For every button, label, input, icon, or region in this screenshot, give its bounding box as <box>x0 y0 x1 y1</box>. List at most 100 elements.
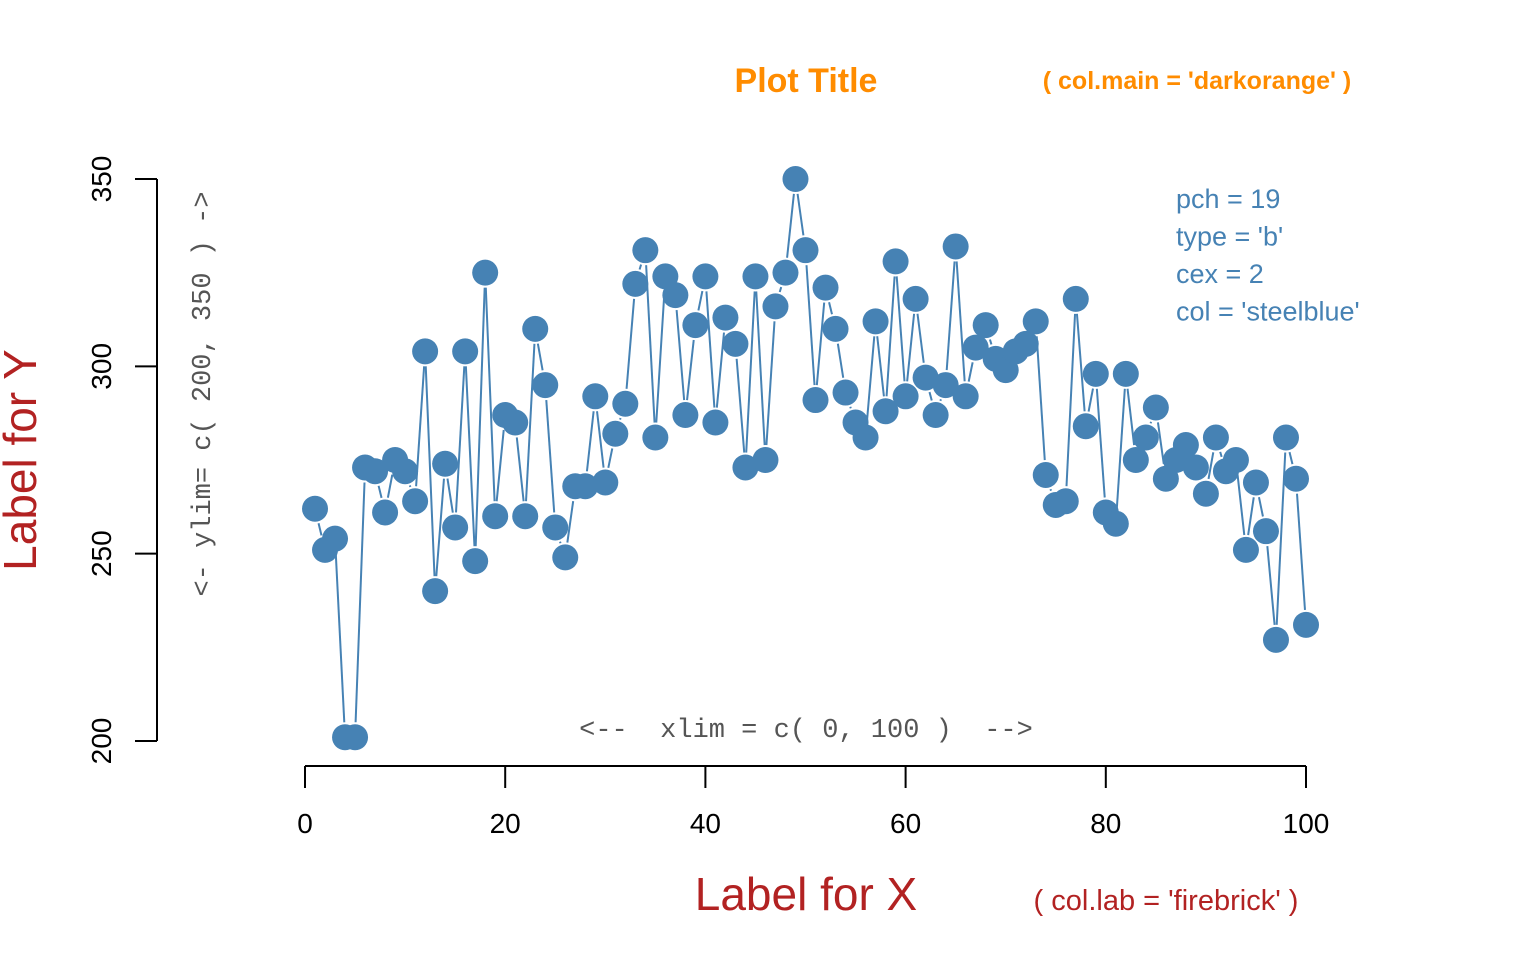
series-segment <box>745 291 756 453</box>
data-point <box>892 383 919 410</box>
series-segment <box>895 276 906 382</box>
series-segment <box>625 298 636 389</box>
series-segment <box>607 448 614 468</box>
series-segment <box>545 399 556 513</box>
data-point <box>852 424 879 451</box>
data-point <box>682 312 709 339</box>
data-point <box>792 237 819 264</box>
data-point <box>1022 308 1049 335</box>
data-point <box>342 724 369 751</box>
settings-legend: pch = 19 type = 'b' cex = 2 col = 'steelblu… <box>1176 184 1360 327</box>
series-segment <box>446 478 454 513</box>
data-point <box>1112 360 1139 387</box>
series-segment <box>386 474 394 498</box>
data-point <box>1052 488 1079 515</box>
series-segment <box>916 313 925 363</box>
series-segment <box>1288 451 1294 465</box>
y-tick-label: 350 <box>86 156 117 203</box>
data-point <box>432 450 459 477</box>
series-segment <box>596 411 605 468</box>
series-segment <box>865 336 876 423</box>
series-segment <box>828 301 833 315</box>
series-segment <box>786 193 795 258</box>
series-segment <box>988 339 993 345</box>
series-segment <box>945 261 956 371</box>
data-point <box>472 259 499 286</box>
data-point <box>932 372 959 399</box>
series-segment <box>1219 451 1223 458</box>
data-point <box>412 338 439 365</box>
data-point <box>592 469 619 496</box>
series-segment <box>735 358 746 453</box>
series-segment <box>1236 474 1246 536</box>
data-point <box>962 334 989 361</box>
data-point <box>512 503 539 530</box>
data-point <box>612 390 639 417</box>
data-point <box>1172 432 1199 459</box>
series-segment <box>464 366 476 547</box>
series-segment <box>484 287 496 502</box>
series-segment <box>928 391 933 401</box>
series-segment <box>796 193 805 236</box>
series-segment <box>317 523 323 536</box>
y-tick-label: 200 <box>86 718 117 765</box>
x-tick-label: 80 <box>1090 808 1121 839</box>
data-point <box>1102 510 1129 537</box>
series-segment <box>1257 496 1264 517</box>
data-point <box>742 263 769 290</box>
data-point <box>442 514 469 541</box>
series-segment <box>334 553 346 723</box>
data-point <box>1182 454 1209 481</box>
data-point <box>902 285 929 312</box>
series-segment <box>765 321 776 446</box>
data-point <box>722 330 749 357</box>
series-segment <box>967 362 974 382</box>
series-segment <box>1049 488 1052 492</box>
series-segment <box>645 265 656 423</box>
y-tick-label: 250 <box>86 530 117 577</box>
series-segment <box>815 302 826 386</box>
data-point <box>802 387 829 414</box>
data-point <box>752 447 779 473</box>
series-segment <box>1156 422 1165 465</box>
data-point <box>672 402 699 429</box>
data-point <box>1082 360 1109 387</box>
series-segment <box>1266 546 1276 625</box>
series-segment <box>836 343 845 378</box>
series-segment <box>525 343 536 502</box>
data-point <box>1242 469 1269 496</box>
series-segment <box>675 310 686 401</box>
series-segment <box>939 398 942 402</box>
data-point <box>662 282 689 309</box>
data-point <box>912 364 939 391</box>
data-point <box>812 274 839 301</box>
series-segment <box>585 411 595 472</box>
series-segment <box>638 264 643 270</box>
series-segment <box>1087 388 1094 412</box>
data-point <box>1122 447 1149 473</box>
data-point <box>582 383 609 410</box>
x-tick-label: 40 <box>690 808 721 839</box>
series-lines <box>317 193 1306 723</box>
data-point <box>1202 424 1229 451</box>
data-point <box>1012 330 1039 357</box>
x-tick-label: 0 <box>297 808 313 839</box>
data-point <box>522 315 549 342</box>
legend-line: cex = 2 <box>1176 259 1264 289</box>
series-segment <box>885 276 896 397</box>
data-point <box>372 499 399 526</box>
xlim-note: <-- xlim = c( 0, 100 ) --> <box>579 716 1033 746</box>
data-point <box>1272 424 1299 451</box>
data-point <box>362 458 389 485</box>
data-point <box>832 379 859 406</box>
series-segment <box>778 286 783 293</box>
series-segment <box>1247 497 1255 536</box>
y-tick-label: 300 <box>86 343 117 390</box>
data-point <box>732 454 759 481</box>
series-segment <box>559 541 562 544</box>
data-point <box>462 548 489 575</box>
ylim-note: <- ylim= c( 200, 350 ) -> <box>189 191 219 596</box>
series-segment <box>435 478 445 577</box>
data-point <box>552 544 579 571</box>
